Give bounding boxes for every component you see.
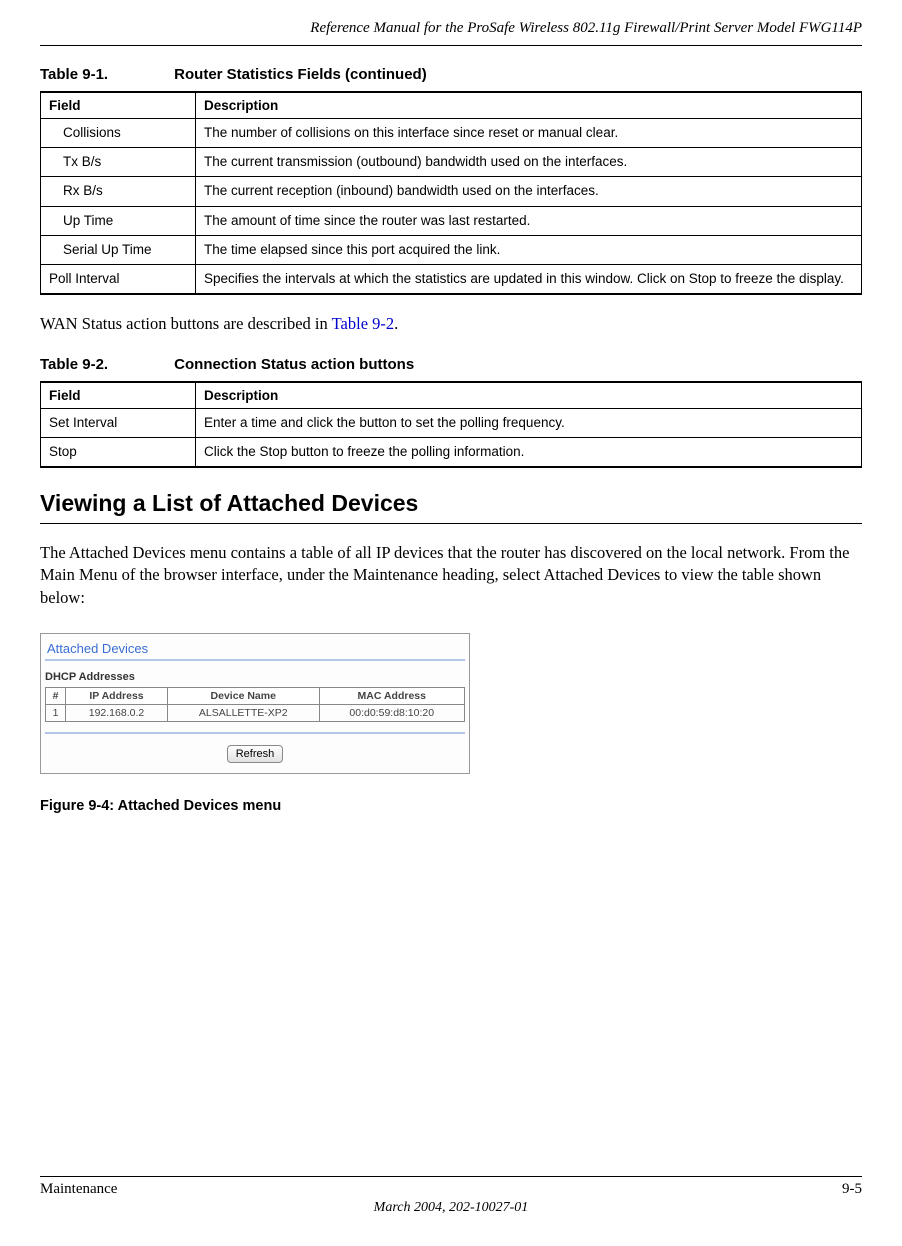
refresh-button-row: Refresh [45,732,465,769]
table-9-1-header-desc: Description [196,92,862,119]
table-9-2: Field Description Set IntervalEnter a ti… [40,381,862,468]
field-cell: Up Time [41,206,196,235]
attached-devices-figure: Attached Devices DHCP Addresses # IP Add… [40,633,470,774]
table-9-2-caption: Table 9-2. Connection Status action butt… [40,356,862,373]
table-9-1-caption: Table 9-1. Router Statistics Fields (con… [40,66,862,83]
field-cell: Poll Interval [41,265,196,295]
dhcp-cell-name: ALSALLETTE-XP2 [167,704,319,721]
table-9-1-header-field: Field [41,92,196,119]
desc-cell: Click the Stop button to freeze the poll… [196,437,862,467]
table-row: Tx B/sThe current transmission (outbound… [41,148,862,177]
footer-date: March 2004, 202-10027-01 [40,1200,862,1216]
table-row: Rx B/sThe current reception (inbound) ba… [41,177,862,206]
table-row: Set IntervalEnter a time and click the b… [41,408,862,437]
dhcp-cell-ip: 192.168.0.2 [66,704,168,721]
footer-page-number: 9-5 [842,1181,862,1198]
para1-post: . [394,314,398,333]
figure-panel-title: Attached Devices [45,638,465,661]
desc-cell: The amount of time since the router was … [196,206,862,235]
page-header: Reference Manual for the ProSafe Wireles… [40,20,862,46]
field-cell: Rx B/s [41,177,196,206]
refresh-button[interactable]: Refresh [227,745,284,763]
table-row: Serial Up TimeThe time elapsed since thi… [41,235,862,264]
dhcp-cell-mac: 00:d0:59:d8:10:20 [319,704,465,721]
section-paragraph: The Attached Devices menu contains a tab… [40,542,862,609]
dhcp-cell-num: 1 [46,704,66,721]
field-cell: Collisions [41,119,196,148]
figure-9-4-caption: Figure 9-4: Attached Devices menu [40,798,862,814]
table-9-2-header-field: Field [41,382,196,409]
field-cell: Stop [41,437,196,467]
table-9-2-number: Table 9-2. [40,356,170,373]
dhcp-col-mac: MAC Address [319,687,465,704]
footer-section: Maintenance [40,1181,117,1198]
page-footer: Maintenance 9-5 March 2004, 202-10027-01 [40,1176,862,1216]
table-9-1-title: Router Statistics Fields (continued) [174,66,427,83]
table-9-2-title: Connection Status action buttons [174,356,414,373]
dhcp-col-num: # [46,687,66,704]
field-cell: Serial Up Time [41,235,196,264]
desc-cell: Enter a time and click the button to set… [196,408,862,437]
section-heading: Viewing a List of Attached Devices [40,490,862,524]
figure-subtitle: DHCP Addresses [45,671,465,683]
table-row: Poll IntervalSpecifies the intervals at … [41,265,862,295]
table-row: CollisionsThe number of collisions on th… [41,119,862,148]
table-row: Up TimeThe amount of time since the rout… [41,206,862,235]
dhcp-col-name: Device Name [167,687,319,704]
field-cell: Set Interval [41,408,196,437]
dhcp-row: 1 192.168.0.2 ALSALLETTE-XP2 00:d0:59:d8… [46,704,465,721]
wan-status-paragraph: WAN Status action buttons are described … [40,313,862,335]
desc-cell: The current transmission (outbound) band… [196,148,862,177]
dhcp-col-ip: IP Address [66,687,168,704]
desc-cell: The current reception (inbound) bandwidt… [196,177,862,206]
field-cell: Tx B/s [41,148,196,177]
table-9-2-link[interactable]: Table 9-2 [332,314,395,333]
table-9-1: Field Description CollisionsThe number o… [40,91,862,295]
table-9-2-header-desc: Description [196,382,862,409]
para1-pre: WAN Status action buttons are described … [40,314,332,333]
table-row: StopClick the Stop button to freeze the … [41,437,862,467]
table-9-1-number: Table 9-1. [40,66,170,83]
dhcp-addresses-table: # IP Address Device Name MAC Address 1 1… [45,687,465,722]
desc-cell: The number of collisions on this interfa… [196,119,862,148]
desc-cell: The time elapsed since this port acquire… [196,235,862,264]
desc-cell: Specifies the intervals at which the sta… [196,265,862,295]
